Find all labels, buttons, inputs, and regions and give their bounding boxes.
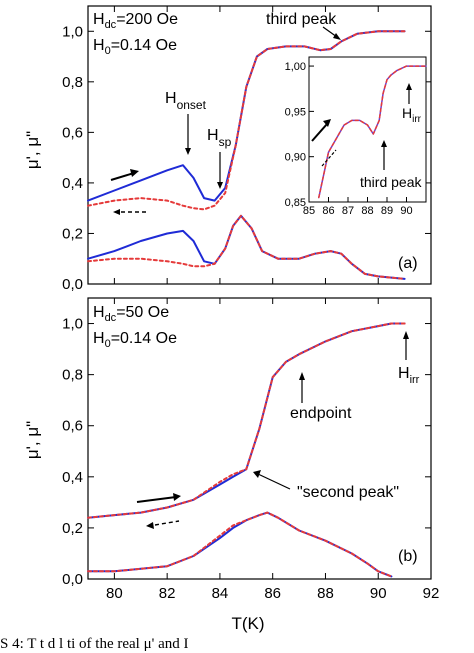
inset-irr-label: Hirr (402, 105, 422, 125)
panel-b-series-3-dotted (87, 511, 393, 578)
inset-third-peak-label: third peak (360, 174, 422, 190)
panel-a-h0-label: H0=0.14 Oe (93, 37, 177, 57)
panel-b-xtick-label-5: 90 (370, 585, 387, 602)
inset-ytick-label-3: 1,00 (285, 61, 306, 73)
panel-a-third-peak-label: third peak (266, 11, 337, 28)
panel-b-hdc-val: =50 Oe (116, 304, 169, 321)
panel-a-heating-arrowhead (130, 169, 139, 177)
panel-b-irr-arrowhead (403, 331, 409, 339)
inset-ytick-label-1: 0,90 (285, 152, 306, 164)
panel-a-ytick-label-5: 1,0 (62, 23, 83, 40)
panel-b-ytick-label-1: 0,2 (62, 520, 83, 537)
panel-b-hdc-sub: dc (105, 312, 117, 324)
panel-b-frame (87, 297, 432, 580)
panel-a-sp-arrowhead (217, 182, 223, 189)
panel-a-y-axis-label: μ', μ" (23, 131, 42, 169)
panel-a-third-peak-arrowhead (333, 33, 341, 40)
panel-a-ytick-label-4: 0,8 (62, 74, 83, 91)
panel-b-second-peak-arrow (257, 473, 291, 490)
inset-ytick-label-0: 0,85 (285, 197, 306, 209)
inset-frame (308, 56, 427, 203)
inset-third-peak-arrowhead (381, 140, 387, 147)
panel-a-frame (87, 5, 432, 285)
panel-a-sp-label: Hsp (207, 127, 232, 149)
panel-a-series-3-dotted (87, 214, 406, 280)
panel-a-ytick-label-0: 0,0 (62, 276, 83, 293)
panel-b-h0-val: =0.14 Oe (111, 330, 177, 347)
panel-b-ytick-label-0: 0,0 (62, 571, 83, 588)
panel-b-ytick-label-3: 0,6 (62, 418, 83, 435)
panel-a: 0,00,20,40,60,81,0 85 86 87 88 89 900,850,900… (62, 5, 432, 293)
inset-ytick-label-2: 0,95 (285, 106, 306, 118)
panel-a-series-2-solid (87, 214, 406, 280)
panel-b: 0,0 0,2 0,4 0,6 0,8 1,0 80 82 84 86 88 90 92 Hdc=50… (62, 297, 439, 602)
panel-a-label: (a) (398, 255, 418, 272)
panel-b-xtick-label-6: 92 (423, 585, 440, 602)
panel-b-cooling-arrowhead (146, 522, 154, 529)
panel-a-y-ticks: 0,0 0,2 0,4 0,6 0,8 1,0 (62, 6, 431, 293)
panel-a-onset-sub: onset (177, 98, 207, 112)
panel-b-heating-arrow (136, 496, 177, 503)
panel-a-onset-arrowhead (185, 148, 191, 155)
inset-xtick-label-2: 87 (342, 205, 354, 217)
panel-b-ytick-label-4: 0,8 (62, 367, 83, 384)
inset-xtick-label-1: 86 (322, 205, 334, 217)
panel-a-cooling-arrowhead (113, 209, 120, 215)
panel-a-ytick-label-2: 0,4 (62, 175, 83, 192)
panel-a-onset-label: Honset (165, 90, 207, 112)
panel-b-ytick-label-5: 1,0 (62, 316, 83, 333)
panel-b-ytick-label-2: 0,4 (62, 469, 83, 486)
panel-b-xtick-label-2: 84 (212, 585, 229, 602)
panel-b-endpoint-label: endpoint (290, 405, 352, 422)
panel-a-heating-arrow (110, 172, 135, 181)
inset-series-1-dotted (318, 65, 427, 199)
inset-ticks: 85 86 87 88 89 90 0,85 0,90 0,95 1,00 (285, 61, 413, 217)
panel-a-ytick-label-3: 0,6 (62, 124, 83, 141)
panel-b-xtick-label-1: 82 (159, 585, 176, 602)
panel-b-hdc-label: Hdc=50 Oe (93, 304, 169, 324)
inset-xtick-label-3: 88 (361, 205, 373, 217)
panel-b-irr-label: Hirr (398, 365, 420, 386)
panel-a-hdc-sub: dc (105, 19, 117, 31)
panel-b-xtick-label-4: 88 (317, 585, 334, 602)
panel-b-series (87, 322, 406, 578)
panel-b-endpoint-arrowhead (299, 372, 305, 380)
panel-a-ytick-label-1: 0,2 (62, 225, 83, 242)
inset-xtick-label-0: 85 (303, 205, 315, 217)
panel-b-label: (b) (398, 548, 418, 565)
panel-a-series-1-dotted (87, 30, 406, 211)
panel-b-xtick-label-0: 80 (106, 585, 123, 602)
inset-xtick-label-4: 89 (381, 205, 393, 217)
inset-plot: 85 86 87 88 89 90 0,85 0,90 0,95 1,00 Hirr third … (285, 56, 427, 217)
panel-b-h0-label: H0=0.14 Oe (93, 330, 177, 350)
panel-b-second-peak-arrowhead (253, 470, 261, 478)
panel-a-sp-sub: sp (219, 135, 232, 149)
panel-a-hdc-label: Hdc=200 Oe (93, 11, 178, 31)
panel-b-heating-arrowhead (173, 493, 181, 501)
panel-b-irr-sub: irr (410, 374, 420, 386)
panel-b-series-1-dotted (87, 322, 406, 519)
panel-b-h0-sub: 0 (105, 338, 111, 350)
inset-series (318, 65, 427, 199)
panel-b-x-ticks: 80 82 84 86 88 90 92 (106, 298, 439, 602)
panel-b-cooling-arrow (154, 520, 180, 526)
panel-a-series (87, 30, 406, 280)
panel-a-h0-sub: 0 (105, 45, 111, 57)
panel-a-hdc-val: =200 Oe (116, 11, 178, 28)
panel-a-h0-val: =0.14 Oe (111, 37, 177, 54)
panel-b-xtick-label-3: 86 (264, 585, 281, 602)
panel-b-y-axis-label: μ', μ" (23, 421, 42, 459)
panel-b-second-peak-label: "second peak" (297, 484, 399, 501)
x-axis-label: T(K) (231, 614, 264, 633)
inset-irr-arrowhead (406, 83, 412, 90)
inset-xtick-label-5: 90 (400, 205, 412, 217)
inset-heating-arrow (311, 123, 328, 142)
inset-irr-sub: irr (412, 114, 422, 125)
inset-cooling-arrow (321, 149, 337, 167)
inset-heating-arrowhead (323, 119, 331, 127)
figure-caption: S 4: T t d l ti of the real μ' and I (0, 636, 189, 652)
panel-b-y-ticks: 0,0 0,2 0,4 0,6 0,8 1,0 (62, 316, 431, 588)
